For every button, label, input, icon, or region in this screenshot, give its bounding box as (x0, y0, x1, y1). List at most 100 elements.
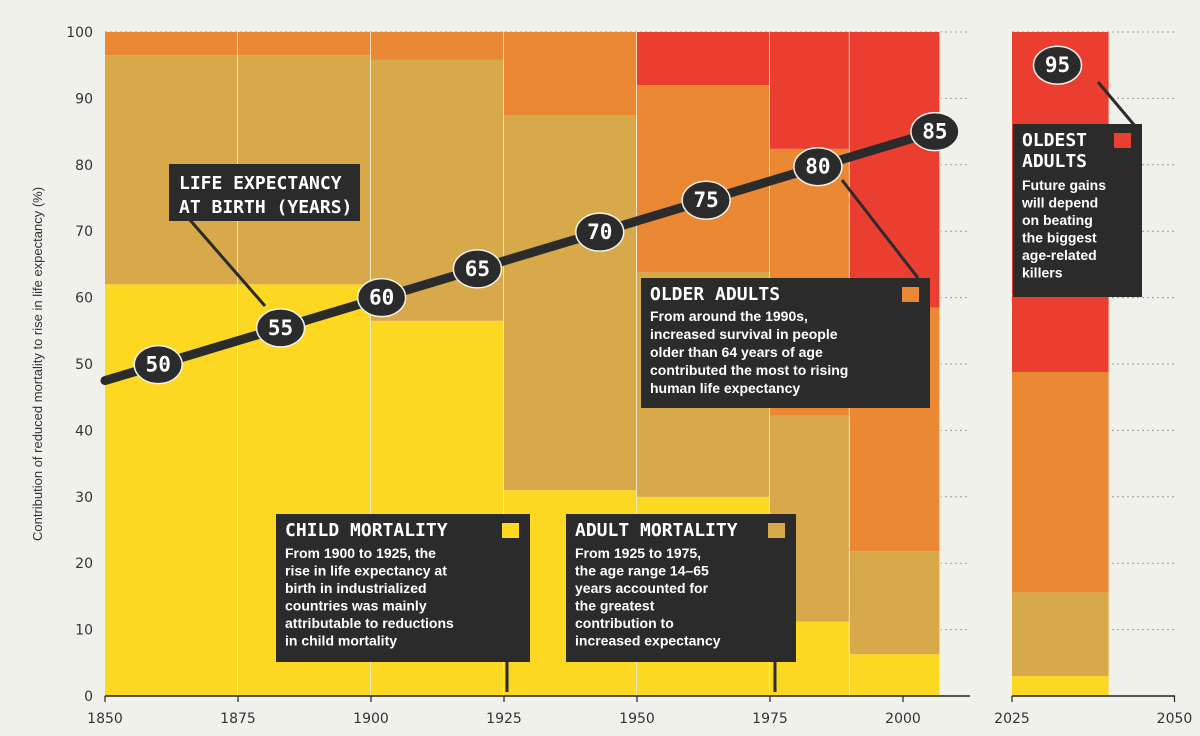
child-mortality-box-title: CHILD MORTALITY (285, 520, 448, 541)
life-expectancy-value: 65 (465, 257, 490, 281)
y-tick-label: 80 (75, 158, 93, 174)
life-expectancy-value: 70 (587, 220, 612, 244)
adult-mortality-box-color-swatch (768, 523, 785, 538)
older-adults-box-color-swatch (902, 287, 919, 302)
older-adults-box-title: OLDER ADULTS (650, 284, 780, 305)
older-adults-box-text-line: human life expectancy (650, 380, 800, 396)
life-expectancy-badge (681, 180, 731, 220)
life-expectancy-title-box: LIFE EXPECTANCY AT BIRTH (YEARS) (169, 164, 360, 221)
bar-segment-oldest (637, 32, 770, 86)
x-tick-label: 1950 (619, 711, 655, 727)
bar-segment-child (1012, 676, 1110, 696)
life-expectancy-value: 80 (805, 155, 830, 179)
x-tick-label: 1975 (752, 711, 788, 727)
bar-segment-oldest (849, 32, 941, 308)
x-tick-label: 1925 (486, 711, 522, 727)
life-expectancy-badge (575, 212, 625, 252)
x-tick-label: 2025 (994, 711, 1030, 727)
bar-segment-older (1012, 371, 1110, 593)
oldest-adults-box-text-line: the biggest (1022, 230, 1097, 246)
bar-segment-older (238, 32, 371, 56)
oldest-adults-box-text-line: on beating (1022, 212, 1093, 228)
annotation-leader-line (840, 179, 920, 279)
y-tick-label: 60 (75, 291, 93, 307)
older-adults-box: OLDER ADULTS From around the 1990s, increa… (641, 278, 930, 408)
child-mortality-box-text-line: birth in industrialized (285, 580, 427, 596)
child-mortality-box-background (276, 514, 530, 662)
adult-mortality-box-text-line: From 1925 to 1975, (575, 545, 701, 561)
oldest-adults-box-title: OLDEST (1022, 130, 1087, 151)
y-axis-label: Contribution of reduced mortality to ris… (30, 187, 45, 541)
life-expectancy-value: 75 (694, 188, 719, 212)
life-expectancy-value: 60 (369, 286, 394, 310)
x-tick-label: 1900 (353, 711, 389, 727)
older-adults-box-text-line: increased survival in people (650, 326, 838, 342)
life-expectancy-badge (793, 146, 843, 187)
life-expectancy-title: LIFE EXPECTANCY (179, 173, 342, 194)
life-expectancy-badge (452, 249, 503, 289)
life-expectancy-title: AT BIRTH (YEARS) (179, 197, 352, 218)
child-mortality-box-text-line: countries was mainly (285, 598, 427, 614)
y-tick-label: 0 (84, 689, 93, 705)
older-adults-box-text-line: From around the 1990s, (650, 308, 808, 324)
life-expectancy-value: 55 (268, 316, 293, 340)
bar-segment-child (849, 654, 941, 696)
oldest-adults-box-text-line: killers (1022, 265, 1063, 281)
adult-mortality-box: ADULT MORTALITY From 1925 to 1975, the age… (566, 514, 796, 662)
child-mortality-box-text-line: attributable to reductions (285, 615, 454, 631)
older-adults-box-background (641, 278, 930, 408)
life-expectancy-value: 50 (146, 353, 171, 377)
annotations: LIFE EXPECTANCY AT BIRTH (YEARS) CHILD MOR… (169, 124, 1142, 662)
bar-segment-older (105, 32, 238, 56)
y-tick-label: 90 (75, 91, 93, 107)
oldest-adults-box-color-swatch (1114, 133, 1131, 148)
life-expectancy-title-background (169, 164, 360, 221)
annotation-leader-line (188, 219, 267, 307)
child-mortality-box: CHILD MORTALITY From 1900 to 1925, the ris… (276, 514, 530, 662)
life-expectancy-badge (910, 111, 960, 152)
older-adults-box-text-line: older than 64 years of age (650, 344, 823, 360)
life-expectancy-badge (255, 308, 306, 348)
y-tick-label: 70 (75, 224, 93, 240)
bar-segment-older (504, 32, 637, 115)
bar-segment-oldest (770, 32, 850, 149)
y-tick-label: 10 (75, 623, 93, 639)
older-adults-box-text-line: contributed the most to rising (650, 362, 848, 378)
x-tick-label: 1850 (87, 711, 123, 727)
child-mortality-box-text-line: rise in life expectancy at (285, 563, 447, 579)
adult-mortality-box-text-line: increased expectancy (575, 633, 721, 649)
axes: 0 10 20 30 40 50 60 70 80 90 100 1850 1875 1900 1925 19… (30, 25, 1192, 727)
x-tick-label: 2000 (885, 711, 921, 727)
life-expectancy-badge (133, 344, 183, 385)
oldest-adults-box-text-line: will depend (1021, 195, 1098, 211)
annotation-leader-line (1096, 81, 1137, 127)
y-tick-label: 30 (75, 490, 93, 506)
bar-segment-older (371, 32, 504, 60)
oldest-adults-box-text-line: Future gains (1022, 177, 1106, 193)
adult-mortality-box-text-line: contribution to (575, 615, 674, 631)
bar-segment-adult (1012, 592, 1110, 677)
adult-mortality-box-text-line: the greatest (575, 598, 655, 614)
oldest-adults-box-text-line: age-related (1022, 247, 1097, 263)
bar-segment-older (637, 85, 770, 273)
x-tick-label: 2050 (1157, 711, 1193, 727)
life-expectancy-value: 85 (922, 120, 947, 144)
child-mortality-box-text-line: in child mortality (285, 633, 397, 649)
oldest-adults-box-background (1013, 124, 1142, 297)
child-mortality-box-text-line: From 1900 to 1925, the (285, 545, 436, 561)
y-tick-label: 50 (75, 357, 93, 373)
life-expectancy-badge (356, 277, 407, 318)
life-expectancy-badge (1032, 45, 1083, 85)
x-tick-label: 1875 (220, 711, 256, 727)
adult-mortality-box-background (566, 514, 796, 662)
life-expectancy-value: 95 (1045, 53, 1070, 77)
y-tick-label: 100 (66, 25, 93, 41)
y-tick-label: 40 (75, 423, 93, 439)
adult-mortality-box-title: ADULT MORTALITY (575, 520, 738, 541)
life-expectancy-line: 50 55 60 65 70 75 80 85 95 (100, 45, 1137, 692)
bar-segment-adult (849, 551, 941, 655)
child-mortality-box-color-swatch (502, 523, 519, 538)
y-tick-label: 20 (75, 556, 93, 572)
